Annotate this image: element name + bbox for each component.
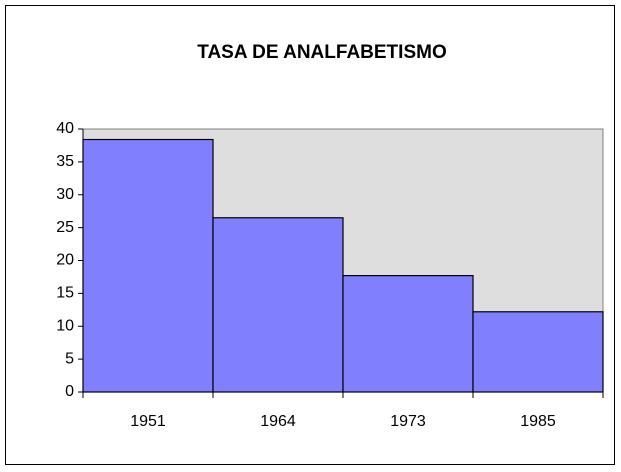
y-tick-label: 40 (56, 120, 74, 137)
x-tick-label: 1973 (390, 413, 426, 430)
bar (342, 275, 474, 393)
y-tick-label: 20 (56, 252, 74, 269)
y-tick-label: 25 (56, 219, 74, 236)
x-tick-label: 1964 (260, 413, 296, 430)
y-tick-label: 10 (56, 317, 74, 334)
chart-title: TASA DE ANALFABETISMO (197, 42, 446, 63)
y-tick-label: 0 (65, 383, 74, 400)
x-tick-label: 1951 (130, 413, 166, 430)
bar (212, 217, 344, 393)
bar (472, 311, 604, 393)
y-tick-label: 5 (65, 350, 74, 367)
x-tick-label: 1985 (520, 413, 556, 430)
y-tick-label: 30 (56, 186, 74, 203)
bar (82, 138, 214, 393)
y-tick-label: 15 (56, 285, 74, 302)
y-tick-label: 35 (56, 153, 74, 170)
